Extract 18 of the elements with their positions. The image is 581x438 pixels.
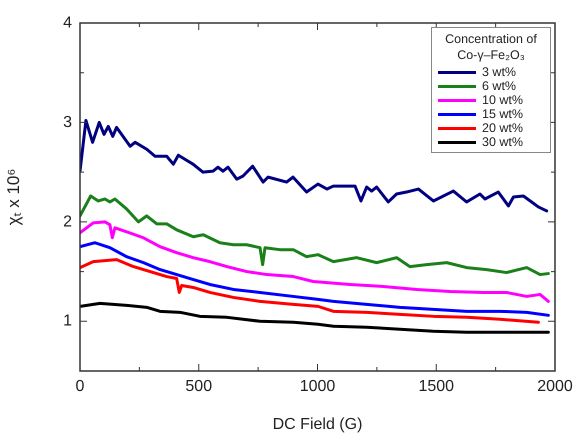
legend-label: 10 wt% [482, 93, 524, 107]
y-tick-label: 3 [63, 114, 72, 131]
x-tick-label: 500 [185, 378, 212, 396]
legend-title: Concentration of Co-γ–Fe₂O₃ [444, 31, 538, 63]
y-tick-label: 1 [63, 312, 72, 330]
x-tick-label: 2000 [537, 378, 573, 396]
y-axis-title: χₜ x 10⁶ [4, 168, 23, 226]
x-axis-title: DC Field (G) [272, 416, 362, 433]
x-tick-label: 1500 [418, 378, 454, 396]
y-tick-label: 2 [63, 213, 72, 230]
legend-label: 6 wt% [482, 79, 518, 93]
y-tick-label: 4 [63, 14, 72, 32]
legend-label: 3 wt% [482, 65, 518, 79]
legend-label: 15 wt% [482, 107, 524, 121]
legend-label: 30 wt% [482, 135, 524, 149]
x-tick-label: 1000 [300, 378, 336, 396]
x-tick-label: 0 [76, 378, 85, 396]
legend-label: 20 wt% [482, 121, 524, 135]
